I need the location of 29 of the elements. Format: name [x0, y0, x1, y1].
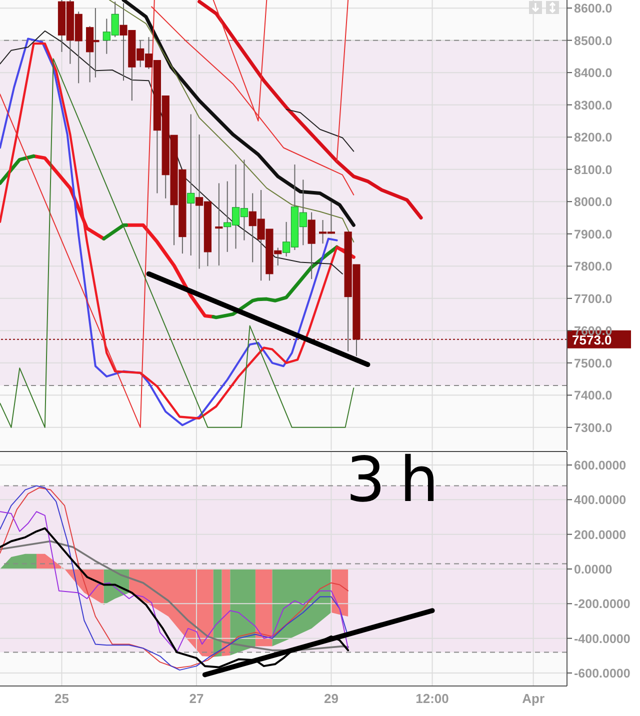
x-tick-label: 29 [324, 691, 338, 706]
y-tick-label: 7700.0 [574, 292, 612, 306]
y-tick-label: 0.0000 [574, 562, 612, 576]
y-tick-label: -400.0000 [574, 632, 630, 646]
x-tick-label: 27 [189, 691, 204, 706]
y-tick-label: 8600.0 [574, 2, 612, 16]
y-tick-label: 8100.0 [574, 162, 612, 177]
y-tick-label: -600.0000 [574, 666, 630, 680]
x-tick-label: 25 [54, 691, 69, 706]
y-tick-label: 200.0000 [574, 528, 626, 542]
annotation: 3h [346, 442, 453, 518]
y-tick-label: 7300.0 [574, 420, 612, 435]
y-tick-label: 7500.0 [574, 356, 612, 370]
candlestick [308, 212, 316, 280]
y-tick-label: 8400.0 [574, 66, 612, 80]
y-tick-label: 7900.0 [574, 227, 612, 242]
y-tick-label: 8500.0 [574, 34, 612, 48]
y-tick-label: 8300.0 [574, 98, 612, 112]
y-tick-label: 600.0000 [574, 458, 626, 472]
candlestick [187, 114, 195, 256]
y-tick-label: 8000.0 [574, 195, 612, 210]
y-tick-label: 400.0000 [574, 493, 626, 508]
candlestick [215, 182, 223, 266]
y-tick-label: -200.0000 [574, 597, 630, 612]
x-tick-label: 12:00 [416, 691, 449, 706]
y-tick-label: 7800.0 [574, 260, 612, 274]
y-tick-label: 7400.0 [574, 388, 612, 403]
x-tick-label: Apr [522, 691, 545, 706]
y-tick-label: 8200.0 [574, 130, 612, 145]
